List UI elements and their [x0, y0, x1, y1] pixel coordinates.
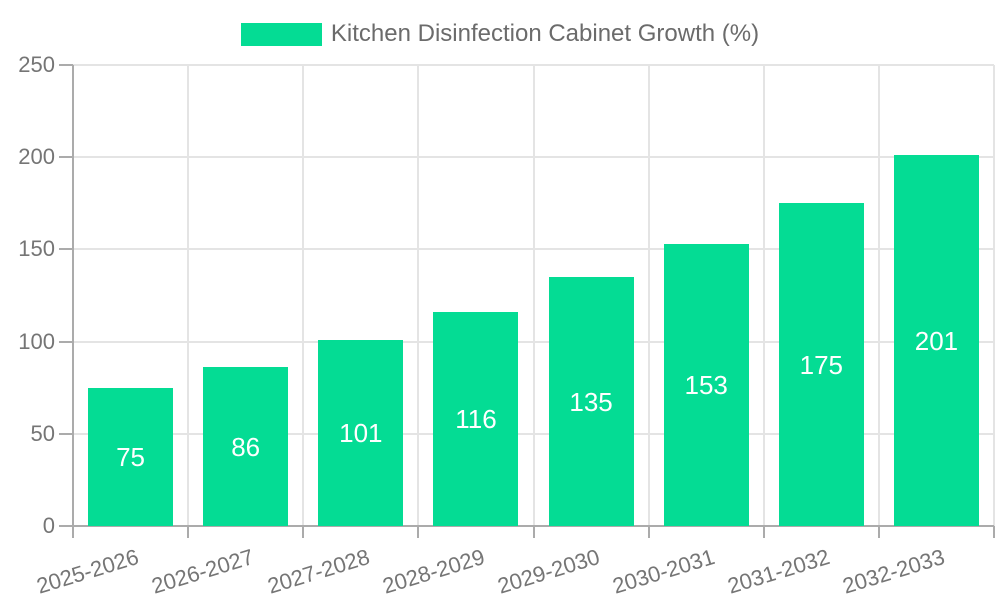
y-tick-mark — [59, 248, 73, 251]
gridline-vertical — [647, 65, 650, 526]
y-axis-tick-label: 50 — [30, 420, 55, 446]
legend-swatch-icon — [240, 22, 322, 46]
y-tick-mark — [59, 432, 73, 435]
x-tick-mark — [532, 526, 535, 538]
y-tick-mark — [59, 340, 73, 343]
gridline-vertical — [302, 65, 305, 526]
bar[interactable] — [663, 243, 749, 526]
legend[interactable]: Kitchen Disinfection Cabinet Growth (%) — [0, 20, 1000, 48]
y-axis-line — [72, 65, 74, 526]
y-axis-tick-label: 150 — [18, 236, 55, 262]
gridline-vertical — [417, 65, 420, 526]
bar-value-label: 201 — [914, 325, 959, 356]
bar-value-label: 153 — [684, 369, 728, 400]
bar-value-label: 86 — [231, 431, 261, 462]
bar[interactable] — [203, 367, 289, 526]
bar[interactable] — [88, 387, 174, 526]
gridline-vertical — [762, 65, 765, 526]
x-axis-tick-label: 2030-2031 — [609, 544, 718, 599]
bar-value-label: 101 — [339, 417, 383, 448]
bar-value-label: 75 — [116, 441, 146, 472]
y-axis-tick-label: 250 — [18, 52, 55, 77]
y-axis-tick-label: 200 — [18, 144, 55, 170]
gridline-vertical — [877, 65, 880, 526]
x-axis-tick-label: 2029-2030 — [494, 544, 603, 599]
x-tick-mark — [993, 526, 995, 538]
x-tick-mark — [72, 526, 74, 538]
x-axis-tick-label: 2032-2033 — [839, 544, 948, 599]
x-tick-mark — [302, 526, 305, 538]
y-tick-mark — [59, 64, 73, 66]
y-tick-mark — [59, 525, 73, 527]
y-tick-mark — [59, 156, 73, 159]
x-axis-tick-label: 2026-2027 — [149, 544, 257, 599]
bar[interactable] — [778, 203, 864, 526]
x-axis-tick-label: 2031-2032 — [724, 544, 833, 599]
x-axis-tick-label: 2027-2028 — [264, 544, 373, 599]
y-axis-tick-label: 0 — [42, 513, 55, 538]
x-tick-mark — [417, 526, 420, 538]
bar-value-label: 116 — [455, 404, 497, 435]
gridline-vertical — [532, 65, 535, 526]
x-axis-tick-label: 2028-2029 — [379, 544, 488, 599]
gridline-vertical — [993, 65, 995, 526]
x-tick-mark — [877, 526, 880, 538]
y-axis-tick-label: 100 — [18, 328, 55, 354]
x-axis-tick-label: 2025-2026 — [33, 544, 142, 599]
bar-value-label: 175 — [799, 349, 843, 380]
gridline-vertical — [187, 65, 190, 526]
bar[interactable] — [433, 312, 519, 526]
x-tick-mark — [762, 526, 765, 538]
legend-label: Kitchen Disinfection Cabinet Growth (%) — [330, 20, 760, 47]
bar[interactable] — [318, 339, 404, 526]
bar-value-label: 135 — [569, 386, 613, 417]
bar[interactable] — [893, 155, 979, 526]
x-tick-mark — [187, 526, 190, 538]
x-tick-mark — [647, 526, 650, 538]
bar[interactable] — [548, 277, 634, 526]
